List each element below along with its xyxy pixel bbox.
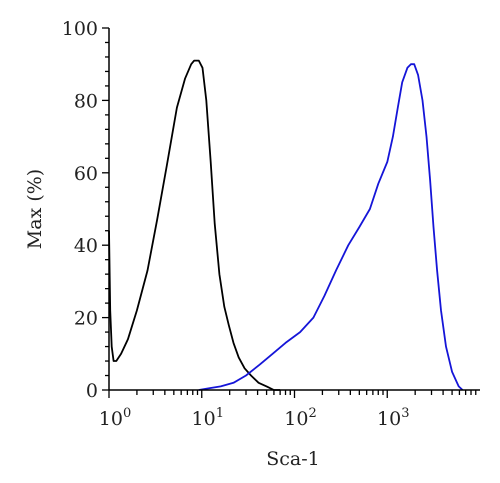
series-line-2 (198, 63, 464, 391)
y-tick-label: 40 (74, 235, 98, 257)
x-tick-label: 102 (284, 406, 316, 430)
x-tick-label: 100 (99, 406, 131, 430)
series-layer (108, 59, 464, 391)
y-axis-label: Max (%) (24, 169, 46, 249)
y-tick-label: 100 (62, 18, 98, 40)
x-tick-label: 103 (377, 406, 409, 430)
y-tick-label: 80 (74, 90, 98, 112)
labels-layer: 0 20 40 60 80 100 100 101 102 103 (62, 18, 410, 430)
y-tick-label: 0 (86, 380, 98, 402)
axes-layer (102, 27, 480, 398)
y-tick-label: 20 (74, 308, 98, 330)
x-axis-label: Sca-1 (266, 448, 320, 470)
series-line-1 (108, 59, 281, 391)
x-tick-label: 101 (192, 406, 224, 430)
y-tick-label: 60 (74, 163, 98, 185)
